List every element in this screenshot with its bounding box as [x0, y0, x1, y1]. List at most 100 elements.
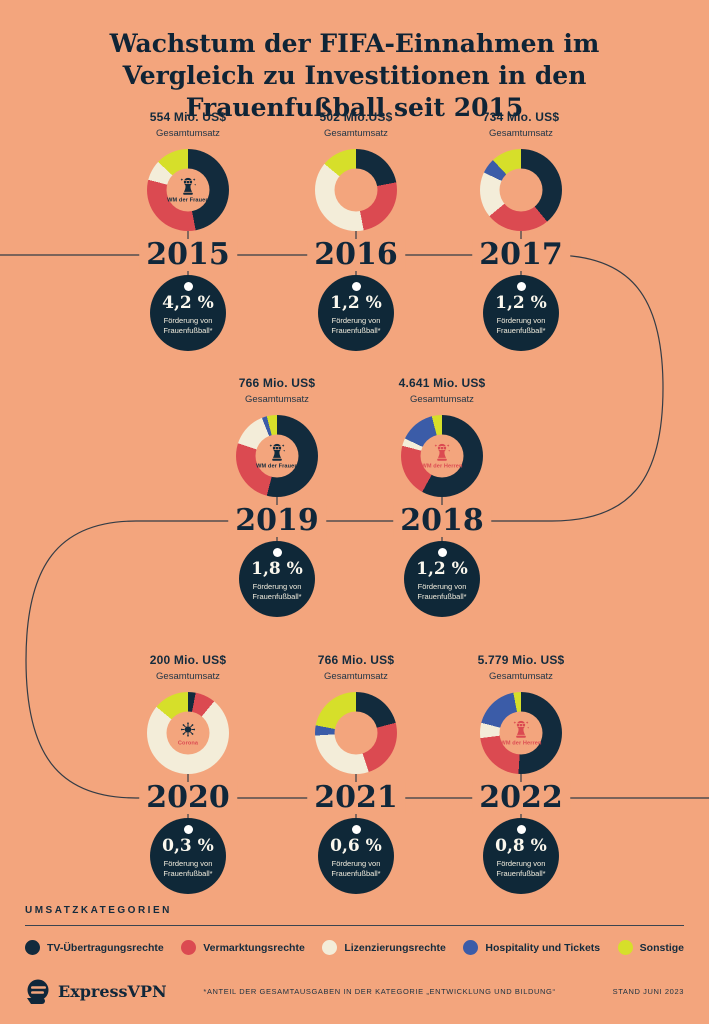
timeline-dot — [351, 282, 361, 291]
legend-item-hospitality: Hospitality und Tickets — [463, 940, 600, 955]
timeline-year-label: 2020 — [139, 782, 237, 814]
year-column-2022: 5.779 Mio. US$ Gesamtumsatz — [446, 653, 596, 894]
footer: ExpressVPN *ANTEIL DER GESAMTAUSGABEN IN… — [25, 978, 684, 1004]
funding-share-label: Förderung von Frauenfußball* — [417, 582, 467, 602]
total-revenue-value: 4.641 Mio. US$ — [398, 376, 486, 390]
legend-item-label: TV-Übertragungsrechte — [47, 941, 164, 954]
funding-share-label: Förderung von Frauenfußball* — [496, 859, 546, 879]
funding-share-value: 1,2 % — [416, 559, 468, 579]
funding-share-badge: 0,6 % Förderung von Frauenfußball* — [318, 818, 394, 894]
year-column-2018: 4.641 Mio. US$ Gesamtumsatz — [367, 376, 517, 617]
total-revenue-label: Gesamtumsatz — [410, 394, 474, 405]
donut-center-label: WM der Frauen — [256, 463, 298, 470]
year-column-2020: 200 Mio. US$ Gesamtumsatz — [113, 653, 263, 894]
total-revenue-label: Gesamtumsatz — [324, 128, 388, 139]
funding-share-badge: 1,8 % Förderung von Frauenfußball* — [239, 541, 315, 617]
donut-hole — [499, 168, 543, 212]
footnote: *ANTEIL DER GESAMTAUSGABEN IN DER KATEGO… — [203, 986, 556, 996]
year-column-2019: 766 Mio. US$ Gesamtumsatz — [202, 376, 352, 617]
funding-share-value: 1,2 % — [330, 293, 382, 313]
timeline-year-label: 2019 — [228, 505, 326, 537]
donut-center-badge: WM der Herren — [421, 442, 462, 469]
donut-hole: WM der Frauen — [166, 168, 210, 212]
total-revenue-value: 766 Mio. US$ — [317, 653, 395, 667]
brand: ExpressVPN — [25, 978, 185, 1004]
timeline-dot — [183, 825, 193, 834]
other-color-dot — [617, 940, 633, 955]
total-revenue-value: 502 Mio.US$ — [319, 110, 393, 124]
funding-share-badge: 1,2 % Förderung von Frauenfußball* — [483, 275, 559, 351]
total-revenue-label: Gesamtumsatz — [489, 128, 553, 139]
donut-hole — [334, 168, 378, 212]
total-revenue-value: 554 Mio. US$ — [149, 110, 227, 124]
funding-share-label: Förderung von Frauenfußball* — [331, 316, 381, 336]
donut-hole — [334, 711, 378, 755]
timeline-dot — [516, 825, 526, 834]
licensing-rights-color-dot — [322, 940, 338, 955]
total-revenue-label: Gesamtumsatz — [156, 671, 220, 682]
legend-item-sonstige: Sonstige — [617, 940, 684, 955]
total-revenue-value: 5.779 Mio. US$ — [477, 653, 565, 667]
funding-share-label: Förderung von Frauenfußball* — [331, 859, 381, 879]
funding-share-value: 0,3 % — [162, 836, 214, 856]
funding-share-value: 1,2 % — [495, 293, 547, 313]
world-cup-trophy-icon — [434, 443, 451, 461]
donut-hole: WM der Herren — [499, 711, 543, 755]
revenue-donut-chart: WM der Herren — [480, 692, 562, 774]
funding-share-badge: 4,2 % Förderung von Frauenfußball* — [150, 275, 226, 351]
legend-item-vermarktung: Vermarktungsrechte — [181, 940, 305, 955]
donut-hole: WM der Herren — [420, 434, 464, 478]
funding-share-value: 0,8 % — [495, 836, 547, 856]
funding-share-label: Förderung von Frauenfußball* — [163, 859, 213, 879]
total-revenue-value: 200 Mio. US$ — [149, 653, 227, 667]
revenue-donut-chart — [315, 692, 397, 774]
revenue-donut-chart — [480, 149, 562, 231]
total-revenue-label: Gesamtumsatz — [245, 394, 309, 405]
legend-title: UMSATZKATEGORIEN — [25, 905, 172, 916]
timeline-year-label: 2017 — [472, 239, 570, 271]
funding-share-value: 1,8 % — [251, 559, 303, 579]
legend-item-label: Hospitality und Tickets — [485, 941, 601, 954]
coronavirus-icon — [180, 722, 196, 737]
legend: UMSATZKATEGORIEN TV-Übertragungsrechte V… — [25, 905, 684, 955]
timeline-year-label: 2016 — [307, 239, 405, 271]
funding-share-value: 0,6 % — [330, 836, 382, 856]
legend-item-lizenz: Lizenzierungsrechte — [322, 940, 446, 955]
page-title: Wachstum der FIFA-Einnahmen im Vergleich… — [109, 29, 600, 122]
funding-share-badge: 1,2 % Förderung von Frauenfußball* — [318, 275, 394, 351]
hospitality-tickets-color-dot — [463, 940, 479, 955]
total-revenue-label: Gesamtumsatz — [489, 671, 553, 682]
world-cup-trophy-icon — [513, 720, 530, 738]
revenue-donut-chart: Corona — [147, 692, 229, 774]
revenue-donut-chart — [315, 149, 397, 231]
timeline-year-label: 2018 — [393, 505, 491, 537]
legend-item-tv: TV-Übertragungsrechte — [25, 940, 164, 955]
year-column-2017: 734 Mio. US$ Gesamtumsatz — [446, 110, 596, 351]
timeline-dot — [437, 548, 447, 557]
funding-share-label: Förderung von Frauenfußball* — [252, 582, 302, 602]
funding-share-value: 4,2 % — [162, 293, 214, 313]
timeline-dot — [272, 548, 282, 557]
legend-item-label: Sonstige — [639, 941, 684, 954]
revenue-donut-chart: WM der Herren — [401, 415, 483, 497]
donut-center-badge: WM der Herren — [500, 719, 541, 746]
timeline-year-label: 2015 — [139, 239, 237, 271]
world-cup-trophy-icon — [269, 443, 286, 461]
revenue-donut-chart: WM der Frauen — [236, 415, 318, 497]
world-cup-trophy-icon — [180, 177, 197, 195]
donut-hole: WM der Frauen — [255, 434, 299, 478]
revenue-donut-chart: WM der Frauen — [147, 149, 229, 231]
funding-share-badge: 0,3 % Förderung von Frauenfußball* — [150, 818, 226, 894]
tv-rights-color-dot — [25, 940, 40, 955]
total-revenue-label: Gesamtumsatz — [156, 128, 220, 139]
marketing-rights-color-dot — [181, 940, 197, 955]
donut-center-badge: WM der Frauen — [167, 176, 209, 203]
donut-center-badge: WM der Frauen — [256, 442, 298, 469]
donut-center-label: WM der Frauen — [167, 197, 209, 204]
legend-item-label: Lizenzierungsrechte — [344, 941, 446, 954]
total-revenue-value: 734 Mio. US$ — [482, 110, 560, 124]
year-column-2016: 502 Mio.US$ Gesamtumsatz — [281, 110, 431, 351]
funding-share-label: Förderung von Frauenfußball* — [496, 316, 546, 336]
funding-share-label: Förderung von Frauenfußball* — [163, 316, 213, 336]
